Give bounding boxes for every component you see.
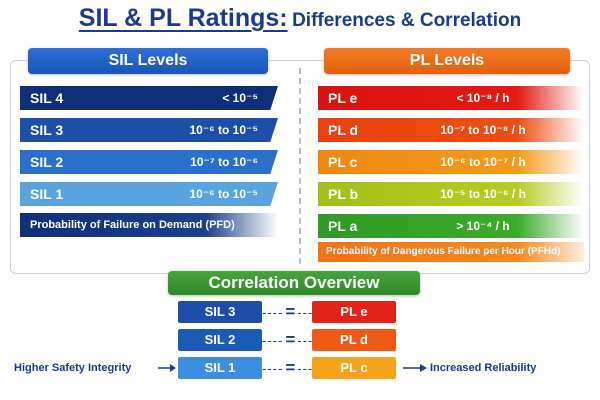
sil-row-value: 10⁻⁶ to 10⁻⁵ bbox=[189, 187, 258, 201]
sil-row-3: SIL 3 10⁻⁶ to 10⁻⁵ bbox=[20, 118, 278, 142]
pl-row-value: 10⁻⁶ to 10⁻⁷ / h bbox=[440, 155, 526, 169]
correlation-sil-2: SIL 2 bbox=[178, 329, 262, 351]
correlation-header: Correlation Overview bbox=[168, 271, 420, 295]
pl-row-label: PL e bbox=[328, 90, 358, 106]
correlation-connector: ---- = ---- bbox=[262, 329, 318, 351]
pl-row-a: PL a > 10⁻⁴ / h bbox=[318, 214, 584, 238]
equals-icon: = bbox=[285, 358, 296, 377]
sil-row-label: SIL 1 bbox=[30, 186, 64, 202]
sil-row-4: SIL 4 < 10⁻⁵ bbox=[20, 86, 278, 110]
correlation-connector: ---- = ---- bbox=[262, 301, 318, 323]
pl-row-value: < 10⁻⁸ / h bbox=[456, 91, 510, 105]
sil-row-label: SIL 2 bbox=[30, 154, 64, 170]
pl-row-d: PL d 10⁻⁷ to 10⁻⁸ / h bbox=[318, 118, 584, 142]
sil-row-value: < 10⁻⁵ bbox=[222, 91, 258, 105]
arrow-right-icon bbox=[158, 364, 176, 372]
pl-row-c: PL c 10⁻⁶ to 10⁻⁷ / h bbox=[318, 150, 584, 174]
title-sub: Differences & Correlation bbox=[292, 10, 522, 31]
pl-row-value: 10⁻⁵ to 10⁻⁶ / h bbox=[440, 187, 526, 201]
sil-row-value: 10⁻⁶ to 10⁻⁵ bbox=[189, 123, 258, 137]
higher-safety-integrity-label: Higher Safety Integrity bbox=[14, 362, 132, 374]
pl-row-label: PL c bbox=[328, 154, 358, 170]
connector-dash: ---- bbox=[262, 305, 284, 320]
sil-row-2: SIL 2 10⁻⁷ to 10⁻⁶ bbox=[20, 150, 278, 174]
page-title: SIL & PL Ratings: Differences & Correlat… bbox=[0, 4, 600, 33]
correlation-connector: ---- = ---- bbox=[262, 357, 318, 379]
increased-reliability-label: Increased Reliability bbox=[430, 362, 537, 374]
sil-footer-pfd: Probability of Failure on Demand (PFD) bbox=[20, 213, 278, 237]
correlation-pl-e: PL e bbox=[312, 301, 396, 323]
sil-row-label: SIL 4 bbox=[30, 90, 64, 106]
pl-row-label: PL d bbox=[328, 122, 359, 138]
title-main: SIL & PL Ratings: bbox=[78, 4, 288, 32]
pl-row-label: PL a bbox=[328, 218, 358, 234]
correlation-pl-c: PL c bbox=[312, 357, 396, 379]
pl-row-b: PL b 10⁻⁵ to 10⁻⁶ / h bbox=[318, 182, 584, 206]
pl-row-label: PL b bbox=[328, 186, 359, 202]
equals-icon: = bbox=[285, 330, 296, 349]
sil-row-1: SIL 1 10⁻⁶ to 10⁻⁵ bbox=[20, 182, 278, 206]
panel-divider bbox=[299, 68, 301, 264]
correlation-sil-1: SIL 1 bbox=[178, 357, 262, 379]
connector-dash: ---- bbox=[262, 361, 284, 376]
pl-row-value: > 10⁻⁴ / h bbox=[456, 219, 510, 233]
sil-levels-header: SIL Levels bbox=[28, 48, 268, 74]
pl-row-e: PL e < 10⁻⁸ / h bbox=[318, 86, 584, 110]
connector-dash: ---- bbox=[262, 333, 284, 348]
pl-levels-header: PL Levels bbox=[324, 48, 570, 74]
pl-row-value: 10⁻⁷ to 10⁻⁸ / h bbox=[440, 123, 526, 137]
correlation-sil-3: SIL 3 bbox=[178, 301, 262, 323]
arrow-right-icon bbox=[403, 364, 427, 372]
sil-row-value: 10⁻⁷ to 10⁻⁶ bbox=[190, 155, 258, 169]
sil-row-label: SIL 3 bbox=[30, 122, 64, 138]
correlation-pl-d: PL d bbox=[312, 329, 396, 351]
pl-footer-pfhd: Probability of Dangerous Failure per Hou… bbox=[318, 242, 584, 262]
equals-icon: = bbox=[285, 302, 296, 321]
